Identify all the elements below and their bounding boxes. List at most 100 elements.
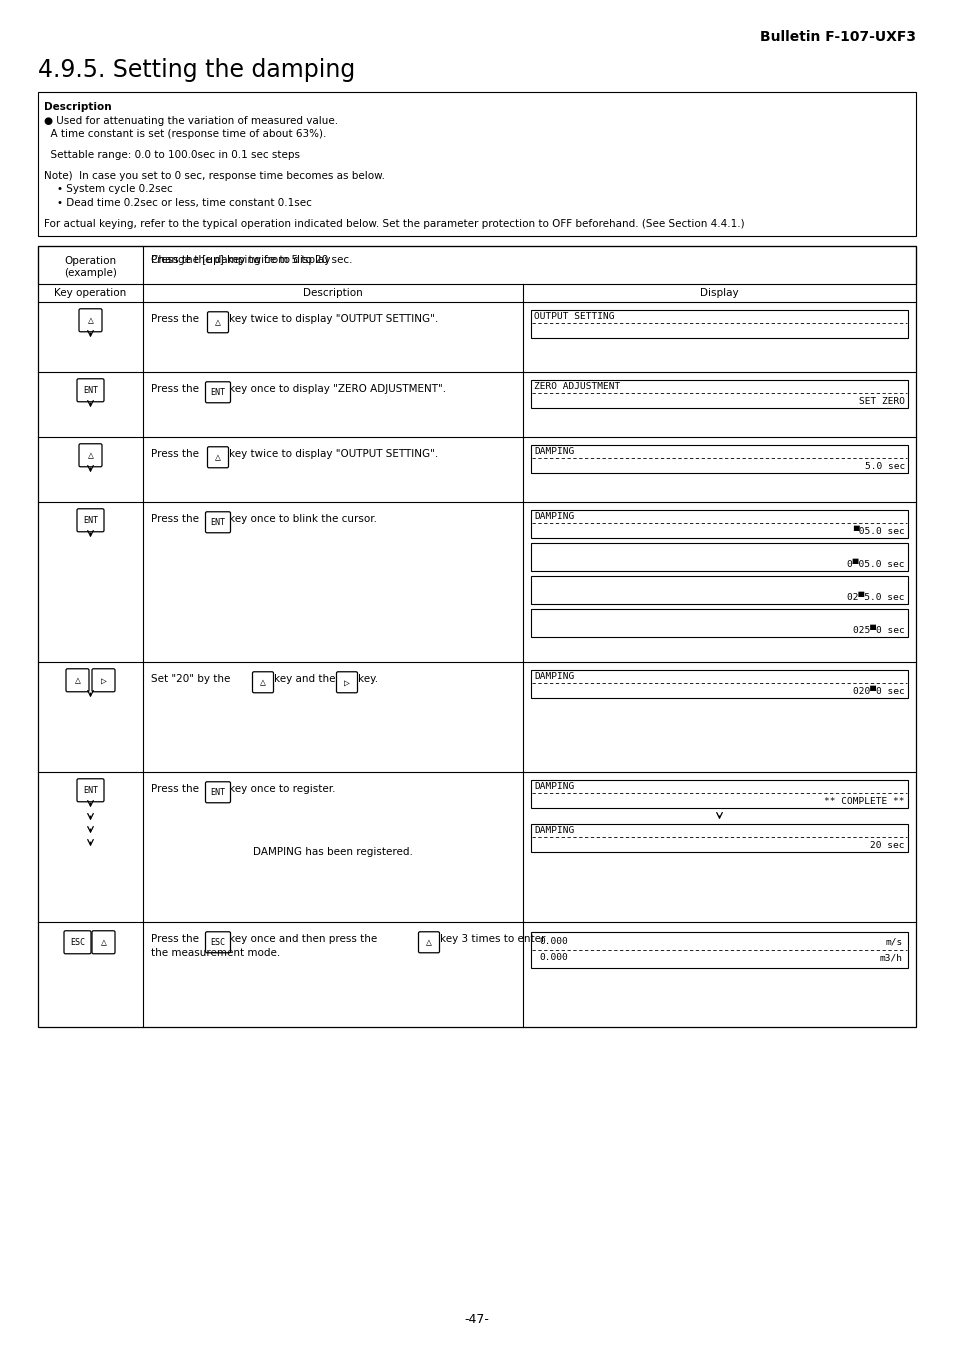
FancyBboxPatch shape	[91, 931, 115, 954]
Text: Change the damping from 5 to 20 sec.: Change the damping from 5 to 20 sec.	[151, 255, 352, 265]
Bar	[531, 609, 907, 638]
Text: key 3 times to enter: key 3 times to enter	[439, 935, 545, 944]
Text: △: △	[88, 450, 93, 461]
Text: Press the: Press the	[151, 450, 199, 459]
Text: ESC: ESC	[211, 938, 225, 947]
Text: SET ZERO: SET ZERO	[858, 397, 904, 407]
Text: ▷: ▷	[100, 676, 107, 685]
Text: OUTPUT SETTING: OUTPUT SETTING	[534, 312, 614, 322]
Text: ▀05.0 sec: ▀05.0 sec	[852, 527, 904, 536]
FancyBboxPatch shape	[64, 931, 91, 954]
FancyBboxPatch shape	[77, 378, 104, 401]
Text: -47-: -47-	[464, 1313, 489, 1325]
Text: key twice to display "OUTPUT SETTING".: key twice to display "OUTPUT SETTING".	[229, 450, 437, 459]
FancyBboxPatch shape	[205, 382, 231, 403]
Text: 5.0 sec: 5.0 sec	[863, 462, 904, 471]
Text: Display: Display	[700, 288, 738, 299]
Text: 0▀05.0 sec: 0▀05.0 sec	[846, 561, 904, 569]
Text: Press the: Press the	[151, 515, 199, 524]
Text: key and the: key and the	[274, 674, 335, 684]
FancyBboxPatch shape	[77, 778, 104, 801]
Bar	[531, 932, 907, 969]
Text: Press the: Press the	[151, 315, 199, 324]
Text: ▷: ▷	[344, 677, 350, 688]
Text: Press the [up] key twice to display: Press the [up] key twice to display	[151, 255, 334, 265]
Text: key.: key.	[357, 674, 377, 684]
Text: Key operation: Key operation	[54, 288, 127, 299]
Text: ENT: ENT	[83, 786, 98, 794]
Text: ESC: ESC	[70, 938, 85, 947]
Text: ZERO ADJUSTMENT: ZERO ADJUSTMENT	[534, 382, 619, 392]
Text: 02▀5.0 sec: 02▀5.0 sec	[846, 593, 904, 603]
Text: key once to display "ZERO ADJUSTMENT".: key once to display "ZERO ADJUSTMENT".	[229, 384, 446, 394]
Text: ENT: ENT	[211, 788, 225, 797]
Text: Press the: Press the	[151, 384, 199, 394]
Text: △: △	[260, 677, 266, 688]
Text: Settable range: 0.0 to 100.0sec in 0.1 sec steps: Settable range: 0.0 to 100.0sec in 0.1 s…	[44, 150, 299, 159]
Text: ** COMPLETE **: ** COMPLETE **	[823, 797, 904, 807]
Text: ENT: ENT	[211, 517, 225, 527]
Text: key once to register.: key once to register.	[229, 785, 335, 794]
Text: △: △	[214, 453, 221, 462]
Bar	[531, 380, 907, 408]
Text: 020▀0 sec: 020▀0 sec	[852, 688, 904, 696]
Text: Press the: Press the	[151, 935, 199, 944]
FancyBboxPatch shape	[205, 932, 231, 952]
Text: m/s: m/s	[884, 938, 902, 946]
Text: key once and then press the: key once and then press the	[229, 935, 376, 944]
Bar	[531, 446, 907, 473]
Text: △: △	[426, 938, 432, 947]
Text: DAMPING: DAMPING	[534, 673, 574, 681]
Text: Description: Description	[44, 101, 112, 112]
Text: ENT: ENT	[83, 386, 98, 394]
Text: Operation: Operation	[65, 257, 116, 266]
FancyBboxPatch shape	[77, 509, 104, 532]
Bar	[38, 246, 915, 284]
Text: △: △	[88, 315, 93, 326]
Bar	[531, 781, 907, 808]
Text: ENT: ENT	[83, 516, 98, 524]
Text: Note)  In case you set to 0 sec, response time becomes as below.: Note) In case you set to 0 sec, response…	[44, 170, 385, 181]
Bar	[531, 577, 907, 604]
Text: key twice to display "OUTPUT SETTING".: key twice to display "OUTPUT SETTING".	[229, 315, 437, 324]
FancyBboxPatch shape	[205, 782, 231, 802]
FancyBboxPatch shape	[253, 671, 274, 693]
Text: DAMPING: DAMPING	[534, 512, 574, 521]
Text: DAMPING: DAMPING	[534, 447, 574, 457]
Bar	[531, 511, 907, 538]
FancyBboxPatch shape	[205, 512, 231, 532]
Text: Description: Description	[303, 288, 362, 299]
FancyBboxPatch shape	[79, 443, 102, 467]
FancyBboxPatch shape	[91, 669, 115, 692]
Text: key once to blink the cursor.: key once to blink the cursor.	[229, 515, 376, 524]
Text: 20 sec: 20 sec	[869, 842, 904, 850]
Bar	[38, 246, 915, 1027]
Text: △: △	[100, 938, 107, 947]
Text: the measurement mode.: the measurement mode.	[151, 948, 280, 958]
Text: △: △	[214, 317, 221, 327]
Text: DAMPING has been registered.: DAMPING has been registered.	[253, 847, 413, 858]
Bar	[531, 670, 907, 698]
Text: • System cycle 0.2sec: • System cycle 0.2sec	[44, 184, 172, 195]
Text: 0.000: 0.000	[538, 954, 567, 962]
Text: 0.000: 0.000	[538, 938, 567, 946]
Text: Set "20" by the: Set "20" by the	[151, 674, 230, 684]
Text: ● Used for attenuating the variation of measured value.: ● Used for attenuating the variation of …	[44, 115, 337, 126]
Text: Press the: Press the	[151, 785, 199, 794]
FancyBboxPatch shape	[66, 669, 89, 692]
Text: DAMPING: DAMPING	[534, 782, 574, 792]
FancyBboxPatch shape	[418, 932, 439, 952]
Text: △: △	[74, 676, 80, 685]
Text: DAMPING: DAMPING	[534, 827, 574, 835]
Text: For actual keying, refer to the typical operation indicated below. Set the param: For actual keying, refer to the typical …	[44, 219, 744, 228]
FancyBboxPatch shape	[208, 312, 229, 332]
Text: A time constant is set (response time of about 63%).: A time constant is set (response time of…	[44, 128, 326, 139]
Text: Bulletin F-107-UXF3: Bulletin F-107-UXF3	[760, 30, 915, 45]
Bar	[531, 311, 907, 338]
Text: 025▀0 sec: 025▀0 sec	[852, 627, 904, 635]
Text: (example): (example)	[64, 269, 117, 278]
Text: ENT: ENT	[211, 388, 225, 397]
Bar	[531, 543, 907, 571]
FancyBboxPatch shape	[208, 447, 229, 467]
Text: • Dead time 0.2sec or less, time constant 0.1sec: • Dead time 0.2sec or less, time constan…	[44, 197, 312, 208]
